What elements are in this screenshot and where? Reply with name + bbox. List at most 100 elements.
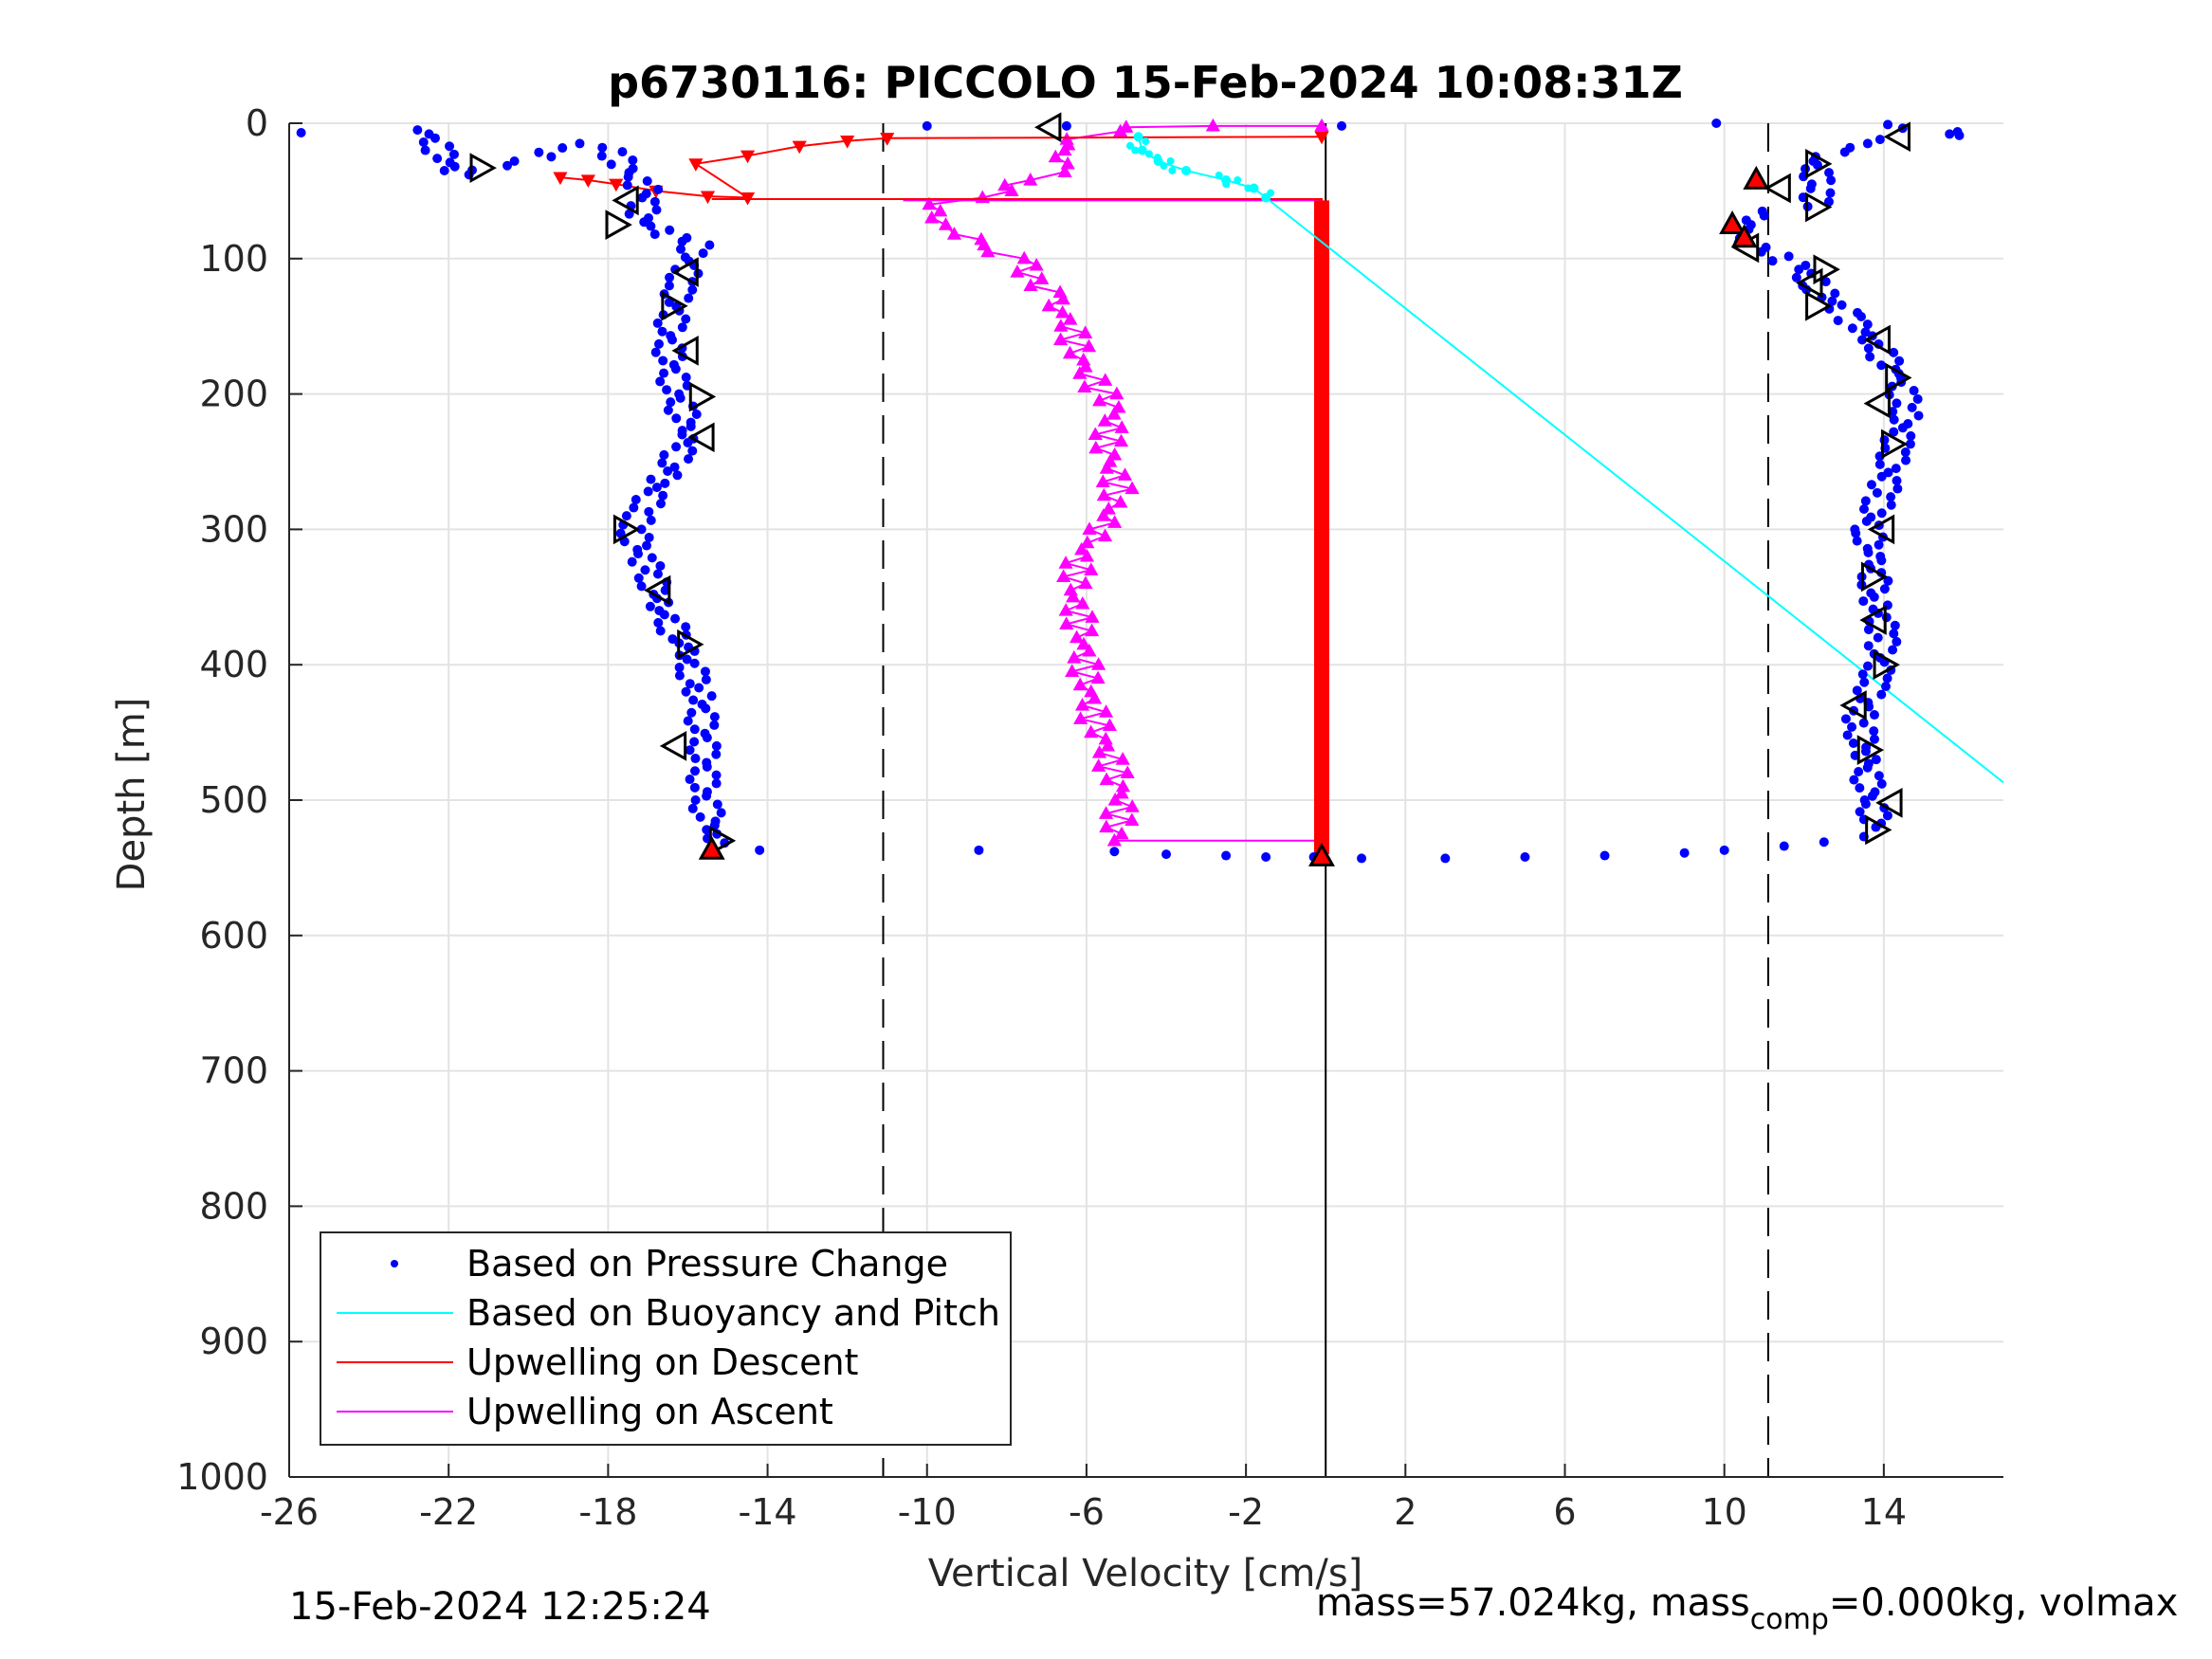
pressure-change-point [649, 196, 660, 207]
y-tick-label: 900 [199, 1321, 268, 1362]
pressure-change-point [418, 137, 429, 147]
chart-title: p6730116: PICCOLO 15-Feb-2024 10:08:31Z [608, 57, 1683, 108]
pressure-change-point [664, 281, 674, 291]
pressure-change-point [666, 397, 676, 408]
ascent-upwelling-marker [1107, 447, 1123, 461]
pressure-change-point [640, 565, 650, 575]
legend-label: Based on Buoyancy and Pitch [466, 1292, 1000, 1334]
pressure-change-point [1863, 758, 1874, 769]
pressure-change-point [621, 511, 631, 521]
pressure-change-point [1874, 459, 1885, 469]
pressure-change-point [1909, 386, 1919, 396]
ascent-upwelling-marker [1053, 332, 1069, 346]
pressure-change-point [1906, 430, 1916, 441]
ascent-upwelling-line [926, 124, 1322, 842]
pressure-change-point [1881, 612, 1892, 623]
pressure-change-point [1858, 596, 1869, 607]
pressure-change-point [688, 695, 699, 705]
pressure-change-point [1806, 179, 1817, 190]
pressure-change-point [1891, 464, 1901, 474]
ascent-mode-marker [1856, 735, 1885, 766]
pressure-change-point [1850, 524, 1860, 535]
pressure-change-point [636, 524, 647, 535]
ascent-upwelling-marker [1106, 407, 1122, 420]
ascent-upwelling-marker [1053, 319, 1069, 332]
pressure-change-point [670, 364, 681, 374]
pressure-change-point [701, 703, 711, 714]
ascent-upwelling-marker [1114, 420, 1129, 433]
ascent-upwelling-marker [946, 227, 962, 240]
pressure-change-point [647, 553, 657, 563]
pressure-change-point [1852, 536, 1862, 546]
ascent-upwelling-marker [1097, 413, 1112, 427]
pressure-change-point [1858, 503, 1869, 514]
descent-upwelling-marker [688, 158, 704, 172]
pressure-change-point [672, 470, 683, 481]
ascent-upwelling-marker [1041, 298, 1056, 312]
pressure-change-point [694, 683, 704, 693]
pressure-change-point [1876, 360, 1887, 371]
ascent-upwelling-marker [1107, 515, 1123, 528]
pressure-change-point [652, 318, 663, 328]
pressure-change-point [1801, 260, 1811, 270]
pressure-change-point [1862, 138, 1873, 149]
ascent-upwelling-marker [1060, 155, 1075, 170]
pressure-change-point [1863, 641, 1874, 651]
pressure-change-point [700, 666, 710, 677]
pressure-change-point [1892, 398, 1902, 409]
pressure-change-point [652, 569, 663, 579]
pressure-change-point [685, 745, 695, 756]
ascent-upwelling-marker [1106, 832, 1122, 847]
pressure-change-point [685, 679, 695, 689]
pressure-change-point [670, 613, 681, 624]
pressure-change-point [1061, 120, 1071, 131]
pressure-change-point [687, 803, 698, 813]
ascent-mode-marker [1865, 814, 1892, 846]
ascent-mode-marker [1867, 514, 1895, 545]
pressure-change-point [676, 244, 686, 254]
plot-data [296, 112, 2004, 866]
pressure-change-point [1870, 734, 1880, 744]
ascent-upwelling-marker [1062, 345, 1078, 359]
pressure-change-point [1912, 393, 1923, 404]
pressure-change-point [659, 449, 669, 460]
y-tick-label: 300 [199, 508, 268, 550]
descent-mode-marker [687, 422, 715, 453]
y-tick-label: 500 [199, 779, 268, 821]
y-tick-label: 200 [199, 374, 268, 415]
y-tick-label: 0 [246, 102, 268, 144]
ascent-upwelling-marker [1075, 595, 1090, 610]
pressure-change-point [1859, 677, 1870, 687]
pressure-change-point [637, 192, 648, 203]
ascent-upwelling-marker [1091, 758, 1106, 772]
pressure-change-point [1945, 129, 1955, 139]
pressure-change-point [1892, 483, 1903, 494]
ascent-upwelling-marker [938, 217, 954, 230]
pressure-change-point [1874, 771, 1884, 781]
pressure-change-point [633, 549, 644, 559]
pressure-change-point [659, 368, 669, 378]
pressure-change-point [1859, 795, 1870, 805]
pressure-change-point [1791, 272, 1801, 283]
ascent-upwelling-marker [1048, 149, 1063, 163]
pressure-change-point [653, 617, 664, 628]
pressure-change-point [685, 775, 695, 785]
ascent-upwelling-marker [1029, 257, 1044, 271]
pressure-change-point [646, 474, 656, 484]
y-axis-label: Depth [m] [110, 698, 154, 892]
descent-mode-marker [643, 574, 671, 606]
descent-upwelling-marker [880, 133, 895, 146]
ascent-mode-marker [1805, 148, 1833, 179]
ascent-upwelling-marker [1016, 250, 1032, 264]
pressure-change-point [674, 663, 685, 673]
pressure-change-point [633, 573, 644, 583]
ascent-upwelling-marker [1074, 541, 1089, 556]
pressure-change-point [662, 385, 672, 395]
pressure-change-point [430, 133, 440, 143]
ascent-mode-marker [1885, 362, 1912, 393]
ascent-mode-marker [1875, 787, 1903, 818]
pressure-change-point [641, 540, 651, 551]
pressure-change-point [1261, 851, 1271, 862]
pressure-change-point [651, 483, 662, 493]
ascent-upwelling-marker [1082, 643, 1097, 657]
